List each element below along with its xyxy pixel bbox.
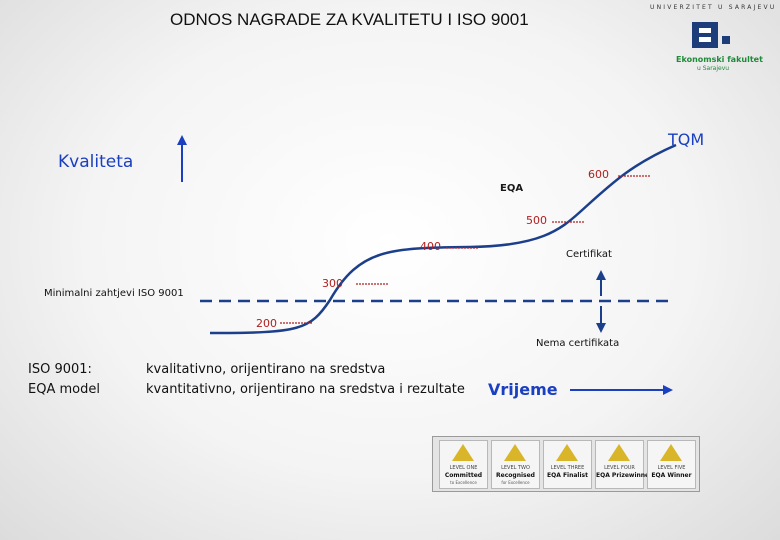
badge-level: LEVEL THREE: [550, 465, 585, 471]
page-title: ODNOS NAGRADE ZA KVALITETU I ISO 9001: [170, 10, 529, 29]
legend-key-iso: ISO 9001:: [28, 362, 92, 377]
university-name: UNIVERZITET U SARAJEVU: [650, 4, 777, 11]
badge-level-five: LEVEL FIVE EQA Winner: [647, 440, 696, 489]
level-400-label: 400: [420, 240, 441, 253]
badge-name: EQA Prizewinner: [596, 472, 653, 479]
certificate-label: Certifikat: [566, 249, 612, 260]
pyramid-icon: [660, 444, 682, 461]
badge-sub: for Excellence: [501, 480, 530, 485]
badge-level: LEVEL ONE: [449, 465, 478, 471]
badge-level: LEVEL TWO: [501, 465, 530, 471]
pyramid-icon: [608, 444, 630, 461]
badge-level-one: LEVEL ONE Committed to Excellence: [439, 440, 488, 489]
badge-name: Committed: [444, 472, 483, 479]
legend-value-eqa: kvantitativno, orijentirano na sredstva …: [146, 382, 465, 397]
legend-key-eqa: EQA model: [28, 382, 100, 397]
badge-name: EQA Winner: [651, 472, 692, 479]
pyramid-icon: [556, 444, 578, 461]
eqa-levels-badge-strip: LEVEL ONE Committed to Excellence LEVEL …: [432, 436, 700, 492]
badge-name: Recognised: [496, 472, 535, 479]
time-axis-label: Vrijeme: [488, 380, 558, 399]
faculty-city: u Sarajevu: [697, 65, 730, 72]
badge-sub: to Excellence: [450, 480, 477, 485]
pyramid-icon: [504, 444, 526, 461]
tqm-label: TQM: [668, 130, 705, 149]
pyramid-icon: [452, 444, 474, 461]
faculty-logo-icon: [692, 22, 730, 48]
badge-level: LEVEL FOUR: [604, 465, 635, 471]
badge-level-four: LEVEL FOUR EQA Prizewinner: [595, 440, 653, 489]
iso-threshold-label: Minimalni zahtjevi ISO 9001: [44, 288, 184, 299]
level-500-label: 500: [526, 214, 547, 227]
legend-value-iso: kvalitativno, orijentirano na sredstva: [146, 362, 386, 377]
level-300-label: 300: [322, 277, 343, 290]
level-600-label: 600: [588, 168, 609, 181]
badge-level-three: LEVEL THREE EQA Finalist: [543, 440, 592, 489]
eqa-label: EQA: [500, 183, 524, 194]
quality-axis-label: Kvaliteta: [58, 152, 134, 172]
quality-curve: [209, 143, 677, 335]
badge-name: EQA Finalist: [547, 472, 588, 479]
no-certificate-label: Nema certifikata: [536, 338, 620, 349]
badge-level-two: LEVEL TWO Recognised for Excellence: [491, 440, 540, 489]
badge-level: LEVEL FIVE: [657, 465, 686, 471]
faculty-name: Ekonomski fakultet: [676, 55, 763, 64]
level-200-label: 200: [256, 317, 277, 330]
